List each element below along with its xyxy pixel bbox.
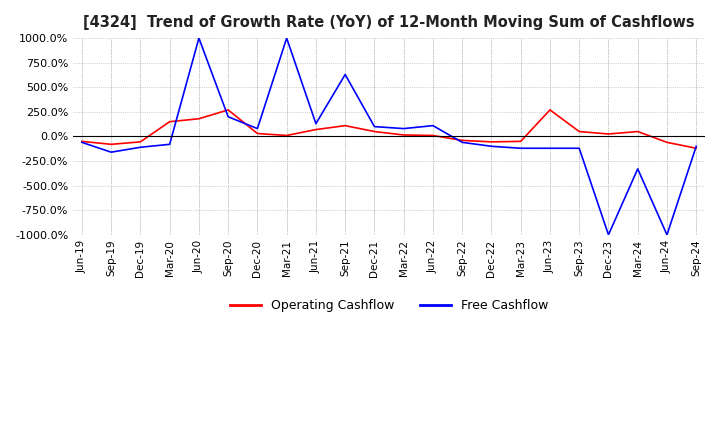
Operating Cashflow: [516, 139, 525, 144]
Operating Cashflow: [692, 146, 701, 151]
Free Cashflow: [487, 143, 496, 149]
Operating Cashflow: [312, 127, 320, 132]
Line: Operating Cashflow: Operating Cashflow: [82, 110, 696, 148]
Operating Cashflow: [575, 129, 583, 134]
Line: Free Cashflow: Free Cashflow: [82, 38, 696, 235]
Operating Cashflow: [458, 138, 467, 143]
Free Cashflow: [692, 143, 701, 149]
Free Cashflow: [312, 121, 320, 126]
Operating Cashflow: [546, 107, 554, 113]
Legend: Operating Cashflow, Free Cashflow: Operating Cashflow, Free Cashflow: [225, 294, 553, 317]
Free Cashflow: [546, 146, 554, 151]
Operating Cashflow: [194, 116, 203, 121]
Free Cashflow: [428, 123, 437, 128]
Free Cashflow: [575, 146, 583, 151]
Free Cashflow: [370, 124, 379, 129]
Free Cashflow: [107, 150, 115, 155]
Operating Cashflow: [166, 119, 174, 125]
Operating Cashflow: [604, 132, 613, 137]
Free Cashflow: [194, 36, 203, 41]
Free Cashflow: [634, 166, 642, 172]
Operating Cashflow: [136, 139, 145, 144]
Free Cashflow: [458, 140, 467, 145]
Free Cashflow: [136, 145, 145, 150]
Operating Cashflow: [282, 133, 291, 138]
Operating Cashflow: [634, 129, 642, 134]
Operating Cashflow: [253, 131, 262, 136]
Free Cashflow: [166, 142, 174, 147]
Title: [4324]  Trend of Growth Rate (YoY) of 12-Month Moving Sum of Cashflows: [4324] Trend of Growth Rate (YoY) of 12-…: [84, 15, 695, 30]
Free Cashflow: [604, 232, 613, 238]
Operating Cashflow: [107, 142, 115, 147]
Operating Cashflow: [400, 132, 408, 138]
Operating Cashflow: [662, 140, 671, 145]
Free Cashflow: [516, 146, 525, 151]
Operating Cashflow: [224, 107, 233, 113]
Operating Cashflow: [341, 123, 349, 128]
Free Cashflow: [224, 114, 233, 119]
Operating Cashflow: [370, 129, 379, 134]
Free Cashflow: [78, 140, 86, 145]
Free Cashflow: [253, 126, 262, 131]
Free Cashflow: [341, 72, 349, 77]
Operating Cashflow: [428, 133, 437, 138]
Operating Cashflow: [78, 139, 86, 144]
Free Cashflow: [400, 126, 408, 131]
Free Cashflow: [282, 36, 291, 41]
Operating Cashflow: [487, 139, 496, 144]
Free Cashflow: [662, 232, 671, 238]
